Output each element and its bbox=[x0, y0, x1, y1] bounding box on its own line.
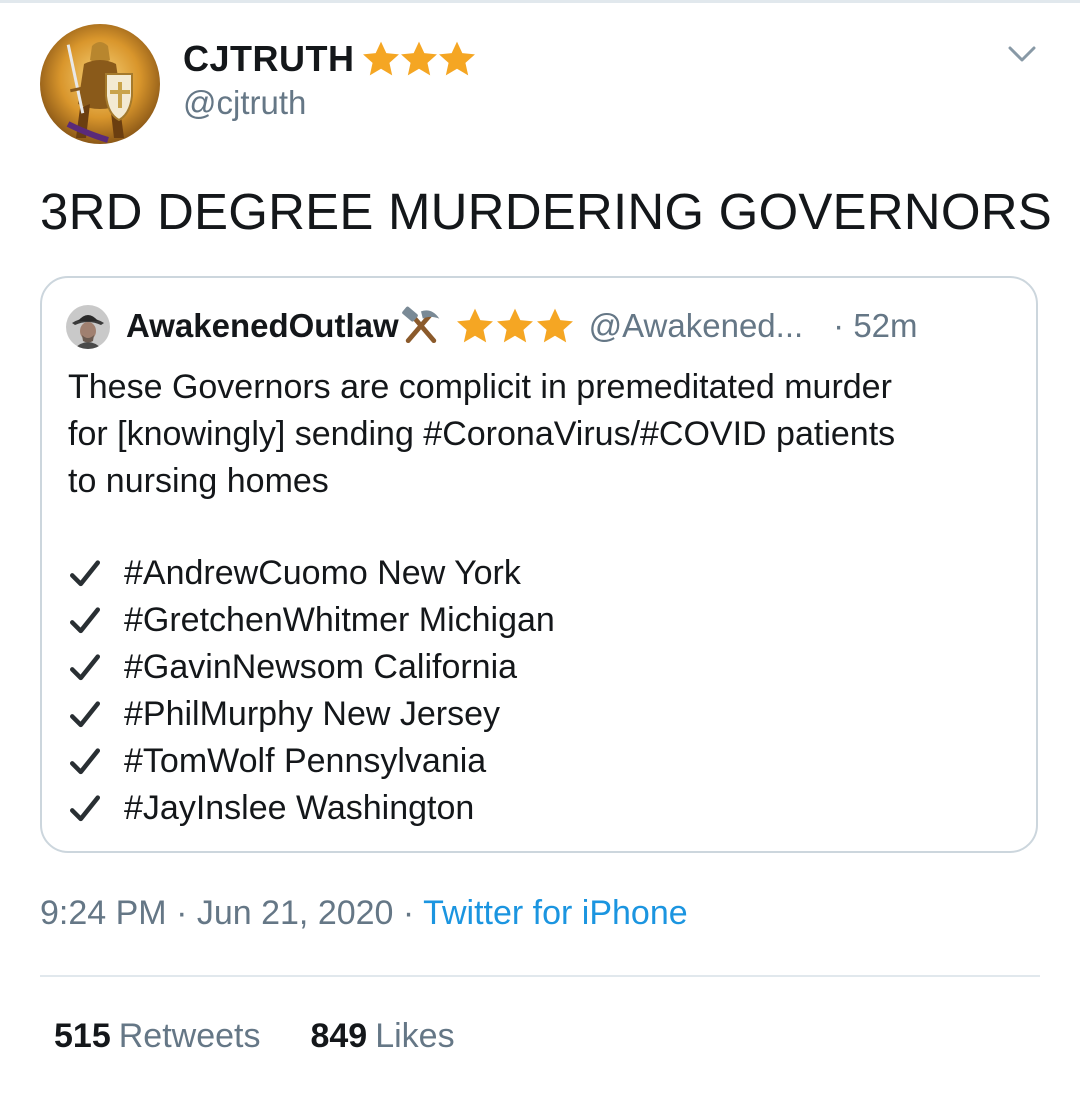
tweet-date[interactable]: Jun 21, 2020 bbox=[196, 894, 394, 932]
quoted-body-line: These Governors are complicit in premedi… bbox=[68, 368, 892, 406]
quoted-body: These Governors are complicit in premedi… bbox=[68, 364, 1008, 505]
tweet-text: 3RD DEGREE MURDERING GOVERNORS bbox=[40, 183, 1052, 240]
checklist-item-text: #AndrewCuomo New York bbox=[124, 554, 521, 592]
author-badges bbox=[359, 37, 475, 81]
stats-divider bbox=[40, 975, 1040, 977]
author-handle[interactable]: @cjtruth bbox=[183, 84, 307, 121]
checklist-item: #AndrewCuomo New York bbox=[68, 550, 555, 597]
tweet-meta: 9:24 PM · Jun 21, 2020 · Twitter for iPh… bbox=[40, 894, 688, 933]
quoted-display-name[interactable]: AwakenedOutlaw bbox=[126, 307, 399, 344]
checkmark-icon bbox=[69, 700, 101, 727]
quoted-body-line: to nursing homes bbox=[68, 462, 329, 500]
star-icon bbox=[438, 41, 475, 76]
checklist-item-text: #PhilMurphy New Jersey bbox=[124, 695, 501, 733]
star-icon bbox=[400, 41, 437, 76]
likes-count: 849 bbox=[310, 1017, 368, 1055]
star-icon bbox=[536, 308, 573, 343]
meta-separator: · bbox=[393, 894, 424, 932]
checkmark-icon bbox=[69, 559, 101, 586]
author-display-name[interactable]: CJTRUTH bbox=[183, 38, 355, 79]
quoted-body-line: for [knowingly] sending #CoronaVirus/#CO… bbox=[68, 415, 896, 453]
checklist-item: #GretchenWhitmer Michigan bbox=[68, 597, 555, 644]
retweets-count: 515 bbox=[54, 1017, 111, 1055]
checklist-item-text: #GavinNewsom California bbox=[124, 648, 518, 686]
retweets-label: Retweets bbox=[118, 1017, 261, 1055]
checkmark-icon bbox=[69, 653, 101, 680]
quoted-timestamp[interactable]: · 52m bbox=[833, 307, 918, 344]
governor-checklist: #AndrewCuomo New York #GretchenWhitmer M… bbox=[68, 550, 555, 832]
quoted-handle[interactable]: @Awakened... bbox=[588, 307, 804, 344]
author-avatar[interactable] bbox=[40, 24, 160, 144]
checkmark-icon bbox=[69, 606, 101, 633]
checklist-item: #TomWolf Pennsylvania bbox=[68, 738, 555, 785]
checklist-item-text: #TomWolf Pennsylvania bbox=[124, 742, 487, 780]
meta-separator: · bbox=[166, 894, 197, 932]
retweets-stat[interactable]: 515 Retweets bbox=[54, 1017, 260, 1056]
checklist-item: #PhilMurphy New Jersey bbox=[68, 691, 555, 738]
likes-label: Likes bbox=[375, 1017, 455, 1055]
tweet-time[interactable]: 9:24 PM bbox=[40, 894, 167, 932]
top-divider bbox=[0, 0, 1080, 3]
likes-stat[interactable]: 849 Likes bbox=[310, 1017, 454, 1056]
checkmark-icon bbox=[69, 747, 101, 774]
tweet-source-link[interactable]: Twitter for iPhone bbox=[423, 894, 688, 932]
tweet-stats: 515 Retweets 849 Likes bbox=[54, 1017, 505, 1056]
checklist-item: #JayInslee Washington bbox=[68, 785, 555, 832]
hammer-pick-icon bbox=[401, 306, 439, 344]
quoted-header: AwakenedOutlaw @Awakened... · 52m bbox=[126, 302, 918, 350]
checklist-item: #GavinNewsom California bbox=[68, 644, 555, 691]
star-icon bbox=[456, 308, 493, 343]
checkmark-icon bbox=[69, 794, 101, 821]
checklist-item-text: #JayInslee Washington bbox=[124, 789, 475, 827]
star-icon bbox=[496, 308, 533, 343]
star-icon bbox=[362, 41, 399, 76]
quoted-tweet-card[interactable]: AwakenedOutlaw @Awakened... · 52m These … bbox=[40, 276, 1038, 853]
quoted-author-avatar[interactable] bbox=[66, 305, 110, 349]
checklist-item-text: #GretchenWhitmer Michigan bbox=[124, 601, 555, 639]
author-name-row[interactable]: CJTRUTH bbox=[183, 36, 475, 82]
chevron-down-icon[interactable] bbox=[1006, 40, 1038, 66]
